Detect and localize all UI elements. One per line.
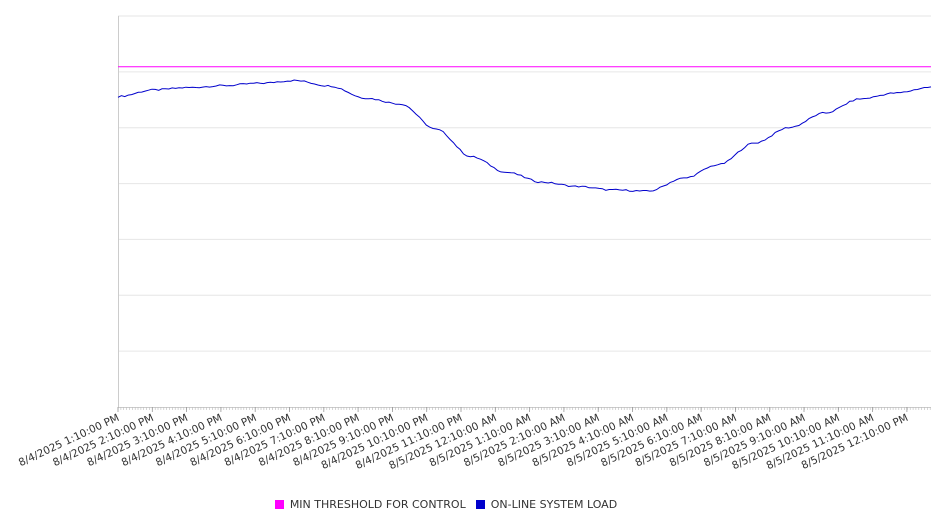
- legend-item-threshold[interactable]: MIN THRESHOLD FOR CONTROL: [274, 498, 466, 511]
- legend: MIN THRESHOLD FOR CONTROL ON-LINE SYSTEM…: [0, 498, 892, 511]
- series-line-system-load: [117, 79, 932, 192]
- gridlines: [118, 15, 931, 352]
- legend-label-system-load: ON-LINE SYSTEM LOAD: [490, 498, 618, 511]
- legend-swatch-threshold: [274, 500, 284, 509]
- series-layer: [117, 66, 932, 192]
- x-axis-tick-labels: 8/4/2025 1:10:00 PM8/4/2025 2:10:00 PM8/…: [17, 407, 910, 472]
- legend-item-system-load[interactable]: ON-LINE SYSTEM LOAD: [475, 498, 618, 511]
- legend-swatch-system-load: [475, 500, 485, 509]
- legend-label-threshold: MIN THRESHOLD FOR CONTROL: [289, 498, 466, 511]
